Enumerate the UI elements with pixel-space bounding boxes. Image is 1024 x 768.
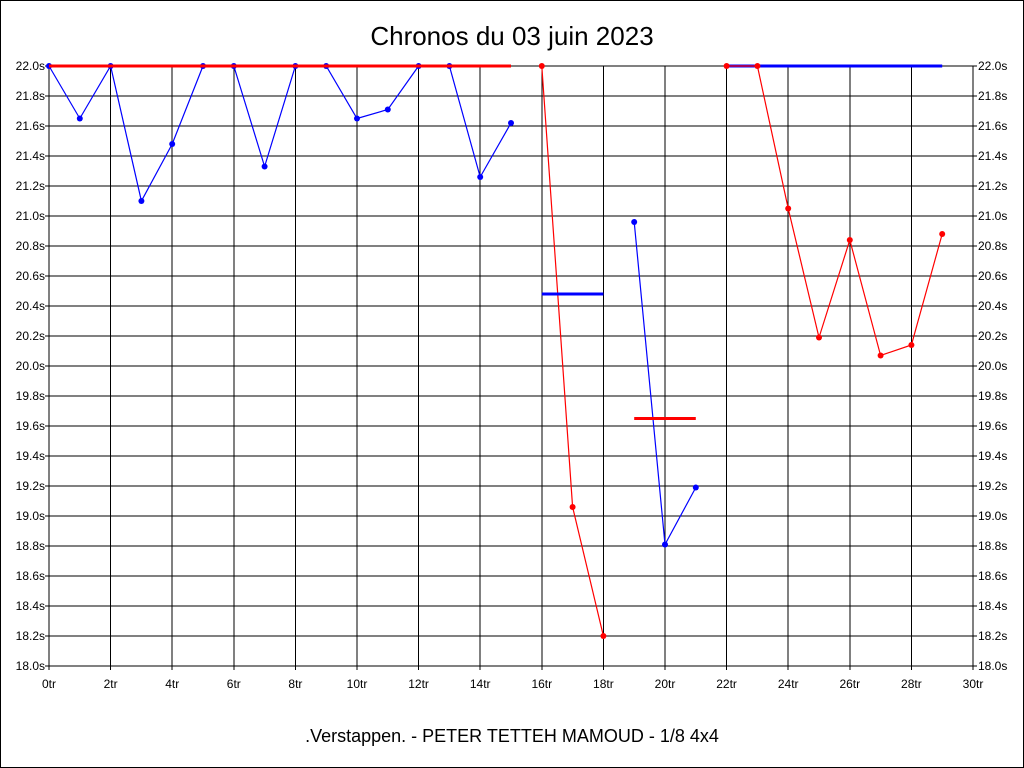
chart-grid bbox=[48, 65, 974, 667]
series-4-point bbox=[785, 205, 792, 212]
series-2-point bbox=[538, 63, 545, 69]
x-tick-label: 20tr bbox=[655, 677, 676, 691]
y-tick-label: 21.8s bbox=[978, 89, 1007, 103]
y-tick-label: 20.8s bbox=[16, 239, 45, 253]
y-tick-label: 18.8s bbox=[16, 539, 45, 553]
series-1-point bbox=[138, 198, 145, 204]
y-tick-label: 20.4s bbox=[978, 299, 1007, 313]
y-tick-label: 19.4s bbox=[978, 449, 1007, 463]
y-tick-label: 20.2s bbox=[16, 329, 45, 343]
y-tick-label: 19.6s bbox=[16, 419, 45, 433]
x-tick-label: 30tr bbox=[963, 677, 984, 691]
y-tick-label: 19.8s bbox=[16, 389, 45, 403]
x-tick-label: 14tr bbox=[470, 677, 491, 691]
series-1-point bbox=[261, 163, 268, 170]
y-axis-left: 18.0s 18.2s 18.4s 18.6s 18.8s 19.0s 19.2s 19.4s… bbox=[16, 59, 49, 673]
chart-subtitle: .Verstappen. - PETER TETTEH MAMOUD - 1/8… bbox=[305, 726, 719, 746]
y-tick-label: 19.0s bbox=[16, 509, 45, 523]
series-4-point bbox=[816, 334, 822, 341]
y-tick-label: 18.0s bbox=[978, 659, 1007, 673]
y-tick-label: 22.0s bbox=[978, 59, 1007, 73]
y-tick-label: 20.8s bbox=[978, 239, 1007, 253]
x-axis: 0tr 2tr 4tr 6tr 8tr 10tr 12tr 14tr 16tr 18tr 20tr 2… bbox=[42, 666, 983, 691]
y-tick-label: 18.8s bbox=[978, 539, 1007, 553]
series-3-point bbox=[692, 484, 699, 491]
series-2 bbox=[49, 63, 607, 639]
y-tick-label: 19.0s bbox=[978, 509, 1007, 523]
series-1-point bbox=[508, 120, 514, 126]
series-2-point bbox=[600, 633, 607, 639]
y-tick-label: 18.6s bbox=[16, 569, 45, 583]
y-tick-label: 19.2s bbox=[16, 479, 45, 493]
y-tick-label: 21.6s bbox=[978, 119, 1007, 133]
y-tick-label: 18.6s bbox=[978, 569, 1007, 583]
y-tick-label: 22.0s bbox=[16, 59, 45, 73]
chart-title: Chronos du 03 juin 2023 bbox=[370, 21, 653, 51]
y-tick-label: 21.4s bbox=[978, 149, 1007, 163]
x-tick-label: 16tr bbox=[531, 677, 552, 691]
y-tick-label: 21.0s bbox=[16, 209, 45, 223]
series-4-line bbox=[726, 65, 943, 357]
series-4-point bbox=[754, 63, 761, 69]
y-tick-label: 18.4s bbox=[16, 599, 45, 613]
y-tick-label: 18.2s bbox=[16, 629, 45, 643]
x-tick-label: 26tr bbox=[839, 677, 860, 691]
x-tick-label: 4tr bbox=[165, 677, 179, 691]
series-2-point bbox=[569, 504, 576, 510]
x-tick-label: 12tr bbox=[408, 677, 429, 691]
y-tick-label: 18.2s bbox=[978, 629, 1007, 643]
y-tick-label: 18.0s bbox=[16, 659, 45, 673]
y-tick-label: 21.6s bbox=[16, 119, 45, 133]
series-1-point bbox=[477, 174, 484, 180]
y-tick-label: 19.4s bbox=[16, 449, 45, 463]
series-3-point bbox=[662, 541, 668, 548]
x-tick-label: 28tr bbox=[901, 677, 922, 691]
x-tick-label: 2tr bbox=[104, 677, 118, 691]
y-tick-label: 20.6s bbox=[978, 269, 1007, 283]
x-tick-label: 6tr bbox=[227, 677, 241, 691]
y-tick-label: 20.4s bbox=[16, 299, 45, 313]
series-group bbox=[46, 63, 946, 639]
y-tick-label: 19.8s bbox=[978, 389, 1007, 403]
y-tick-label: 20.2s bbox=[978, 329, 1007, 343]
y-tick-label: 20.0s bbox=[16, 359, 45, 373]
series-3 bbox=[541, 219, 699, 548]
x-tick-label: 22tr bbox=[716, 677, 737, 691]
series-4 bbox=[634, 63, 946, 420]
series-1 bbox=[46, 63, 943, 204]
y-tick-label: 20.6s bbox=[16, 269, 45, 283]
y-tick-label: 21.2s bbox=[16, 179, 45, 193]
series-4-point bbox=[908, 342, 915, 348]
y-axis-right: 18.0s 18.2s 18.4s 18.6s 18.8s 19.0s 19.2s 19.4s… bbox=[973, 59, 1007, 673]
x-tick-label: 10tr bbox=[347, 677, 368, 691]
series-1-point bbox=[384, 106, 391, 113]
y-tick-label: 19.2s bbox=[978, 479, 1007, 493]
y-tick-label: 18.4s bbox=[978, 599, 1007, 613]
x-tick-label: 0tr bbox=[42, 677, 56, 691]
x-tick-label: 8tr bbox=[288, 677, 302, 691]
x-tick-label: 18tr bbox=[593, 677, 614, 691]
series-1-line bbox=[48, 64, 512, 203]
series-4-point bbox=[877, 352, 884, 359]
series-4-point bbox=[723, 63, 730, 69]
series-4-point bbox=[939, 231, 946, 237]
series-1-point bbox=[354, 115, 360, 122]
x-tick-label: 24tr bbox=[778, 677, 799, 691]
y-tick-label: 21.2s bbox=[978, 179, 1007, 193]
series-3-point bbox=[631, 219, 638, 225]
y-tick-label: 21.0s bbox=[978, 209, 1007, 223]
y-tick-label: 21.8s bbox=[16, 89, 45, 103]
series-4-point bbox=[846, 237, 853, 243]
series-2-line bbox=[541, 65, 604, 637]
y-tick-label: 19.6s bbox=[978, 419, 1007, 433]
series-1-point bbox=[169, 141, 176, 147]
y-tick-label: 20.0s bbox=[978, 359, 1007, 373]
series-1-point bbox=[76, 115, 83, 122]
y-tick-label: 21.4s bbox=[16, 149, 45, 163]
